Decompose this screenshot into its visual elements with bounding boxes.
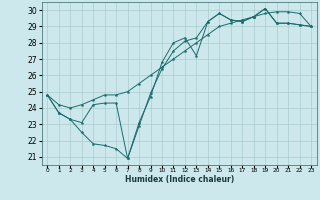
X-axis label: Humidex (Indice chaleur): Humidex (Indice chaleur) xyxy=(124,175,234,184)
